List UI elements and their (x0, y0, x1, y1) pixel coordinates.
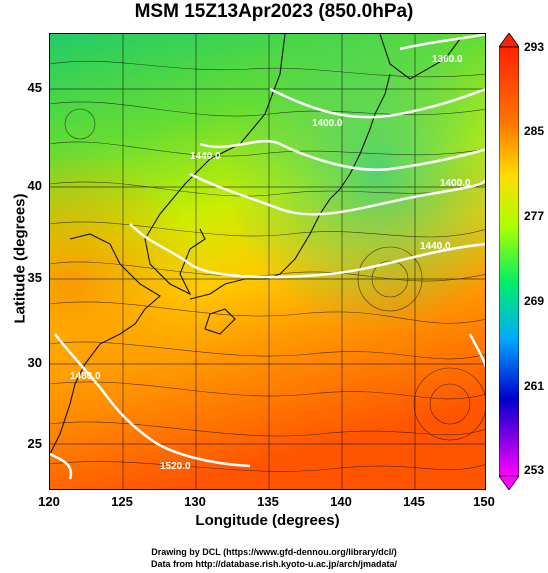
x-tick-label: 150 (473, 494, 495, 509)
y-tick-label: 30 (27, 355, 42, 370)
colorbar-tick: 277 (524, 209, 545, 223)
contour-label: 1440.0 (190, 151, 221, 162)
colorbar-tick: 293 (524, 40, 545, 54)
x-tick-label: 135 (257, 494, 279, 509)
contour-label: 1400.0 (312, 118, 343, 129)
contour-label: 1440.0 (420, 241, 451, 252)
credit-data: Data from http://database.rish.kyoto-u.a… (150, 559, 398, 569)
credit-drawing: Drawing by DCL (https://www.gfd-dennou.o… (151, 547, 397, 557)
y-axis-label: Latitude (degrees) (11, 193, 29, 324)
colorbar-bottom-arrow (498, 475, 520, 491)
wind-streamlines (50, 60, 485, 472)
y-tick-label: 35 (27, 270, 42, 285)
colorbar-tick: 261 (524, 379, 545, 393)
x-axis-label: Longitude (degrees) (195, 512, 340, 529)
coastlines (50, 34, 461, 455)
colorbar-ramp (498, 46, 520, 477)
colorbar (498, 32, 520, 491)
colorbar-graphic (498, 32, 520, 491)
colorbar-tick: 285 (524, 124, 545, 138)
x-tick-label: 125 (111, 494, 133, 509)
x-tick-label: 140 (330, 494, 352, 509)
x-tick-label: 145 (403, 494, 425, 509)
colorbar-tick: 269 (524, 294, 545, 308)
x-tick-label: 120 (38, 494, 60, 509)
contour-label: 1400.0 (440, 178, 471, 189)
contour-label: 1480.0 (70, 371, 101, 382)
chart-title: MSM 15Z13Apr2023 (850.0hPa) (134, 1, 414, 22)
warm-region (50, 34, 485, 489)
colorbar-top-arrow (498, 32, 520, 48)
contour-label: 1520.0 (160, 461, 191, 472)
temperature-wind-map: 1360.0 1400.0 1400.0 1440.0 1440.0 1480.… (50, 34, 485, 489)
map-panel: 1360.0 1400.0 1400.0 1440.0 1440.0 1480.… (49, 33, 486, 490)
y-tick-label: 45 (27, 80, 42, 95)
y-tick-label: 40 (27, 178, 42, 193)
contour-label: 1360.0 (432, 54, 463, 65)
contour-label-group: 1360.0 1400.0 1400.0 1440.0 1440.0 1480.… (70, 54, 471, 472)
x-tick-label: 130 (184, 494, 206, 509)
y-tick-label: 25 (27, 436, 42, 451)
height-contours (50, 34, 485, 480)
colorbar-tick: 253 (524, 463, 545, 477)
